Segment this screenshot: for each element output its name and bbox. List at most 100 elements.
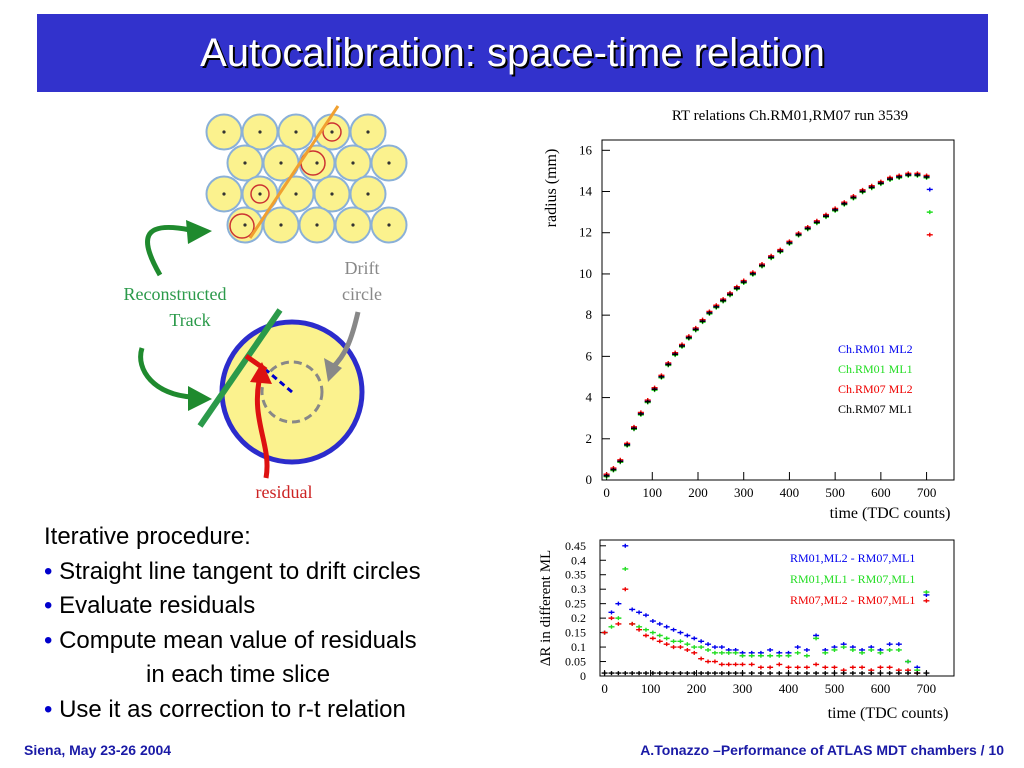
delta-r-point <box>905 659 912 664</box>
delta-r-point <box>684 633 691 638</box>
rt-relation-chart: RT relations Ch.RM01,RM07 run 3539 0 100 2… <box>543 108 955 522</box>
delta-r-point <box>718 671 725 676</box>
delta-r-point <box>776 662 783 667</box>
delta-r-point <box>748 662 755 667</box>
rt-point <box>617 459 624 464</box>
delta-r-point <box>803 665 810 670</box>
tube-wire <box>243 161 247 165</box>
rt-point <box>768 255 775 260</box>
rt-point <box>877 181 884 186</box>
tube-wire <box>222 192 226 196</box>
footer-right: A.Tonazzo –Performance of ATLAS MDT cham… <box>640 742 1004 758</box>
delta-r-point <box>748 653 755 658</box>
hit-circle <box>229 213 255 239</box>
delta-r-point <box>767 647 774 652</box>
delta-r-point <box>785 671 792 676</box>
delta-r-point <box>785 653 792 658</box>
delta-r-point <box>840 645 847 650</box>
delta-r-point <box>895 671 902 676</box>
delta-r-point <box>608 624 615 629</box>
delta-r-point <box>725 671 732 676</box>
arrow-head-lower <box>188 386 212 411</box>
delta-r-point <box>705 659 712 664</box>
track-label-line2: Track <box>169 310 210 330</box>
rt-point <box>658 374 665 379</box>
delta-r-point <box>923 671 930 676</box>
delta-r-point <box>813 636 820 641</box>
delta-r-point <box>914 671 921 676</box>
delta-r-point <box>813 671 820 676</box>
rt-point <box>692 327 699 332</box>
delta-r-point <box>663 642 670 647</box>
rt-point <box>786 241 793 246</box>
rt-ylabel: radius (mm) <box>543 149 560 228</box>
rt-point <box>672 352 679 357</box>
y-tick-label: 0.4 <box>571 553 586 567</box>
rt-point <box>603 473 610 478</box>
rt-point <box>868 185 875 190</box>
dr-plot-frame <box>599 539 955 677</box>
rt-point <box>631 426 637 431</box>
bullet-dot: • <box>44 626 53 654</box>
rt-point <box>804 226 811 231</box>
x-tick-label: 700 <box>917 681 937 696</box>
delta-r-point <box>794 650 801 655</box>
rt-point <box>685 335 692 340</box>
delta-r-point <box>691 636 698 641</box>
delta-r-point <box>670 639 677 644</box>
procedure-item: • Use it as correction to r-t relation <box>44 695 406 723</box>
delta-r-point <box>615 601 622 606</box>
delta-r-point <box>794 665 801 670</box>
y-tick-label: 0.25 <box>565 597 586 611</box>
delta-r-point <box>718 662 725 667</box>
legend-entry: RM07,ML2 - RM07,ML1 <box>790 593 915 607</box>
delta-r-point <box>877 671 884 676</box>
y-tick-label: 0.45 <box>565 539 586 553</box>
tube-wire <box>351 161 355 165</box>
rt-point <box>887 177 893 182</box>
delta-r-point <box>711 650 718 655</box>
delta-r-point <box>636 610 643 615</box>
rt-point <box>749 271 756 276</box>
delta-r-point <box>663 671 670 676</box>
delta-r-point <box>663 636 670 641</box>
delta-r-point <box>895 647 902 652</box>
delta-r-point <box>622 587 629 592</box>
x-tick-label: 500 <box>825 485 845 500</box>
tube-wire <box>366 192 370 196</box>
delta-r-point <box>629 671 636 676</box>
delta-r-point <box>615 621 622 626</box>
y-tick-label: 16 <box>579 142 593 157</box>
tube-wire <box>315 223 319 227</box>
legend-entry: Ch.RM07 ML1 <box>838 402 913 416</box>
delta-r-point <box>656 639 663 644</box>
delta-r-point <box>636 671 643 676</box>
delta-r-point <box>622 543 629 548</box>
arrow-residual <box>254 375 270 479</box>
delta-r-point <box>615 671 622 676</box>
delta-r-point <box>767 665 774 670</box>
rt-point <box>923 175 930 180</box>
delta-r-point <box>877 665 884 670</box>
delta-r-point <box>776 653 783 658</box>
tube-wire <box>279 161 283 165</box>
y-tick-label: 4 <box>586 390 593 405</box>
track-label-line1: Reconstructed <box>124 284 227 304</box>
rt-point <box>679 344 685 349</box>
y-tick-label: 2 <box>586 431 593 446</box>
drift-tube-diagram: Reconstructed Track Drift circle residua… <box>124 105 408 502</box>
delta-r-point <box>923 590 930 595</box>
y-tick-label: 0.1 <box>571 640 586 654</box>
delta-r-point <box>698 639 705 644</box>
y-tick-label: 0 <box>586 472 593 487</box>
rt-point <box>914 173 921 178</box>
y-tick-label: 0.2 <box>571 611 586 625</box>
drift-radius <box>265 368 293 394</box>
procedure-item: • Evaluate residuals <box>44 592 256 619</box>
delta-r-point <box>776 671 783 676</box>
dr-ylabel: ΔR in different ML <box>538 550 554 666</box>
rt-point <box>651 387 658 392</box>
rt-plot-frame <box>601 139 955 481</box>
rt-point <box>859 189 866 194</box>
residual-label: residual <box>256 482 313 502</box>
